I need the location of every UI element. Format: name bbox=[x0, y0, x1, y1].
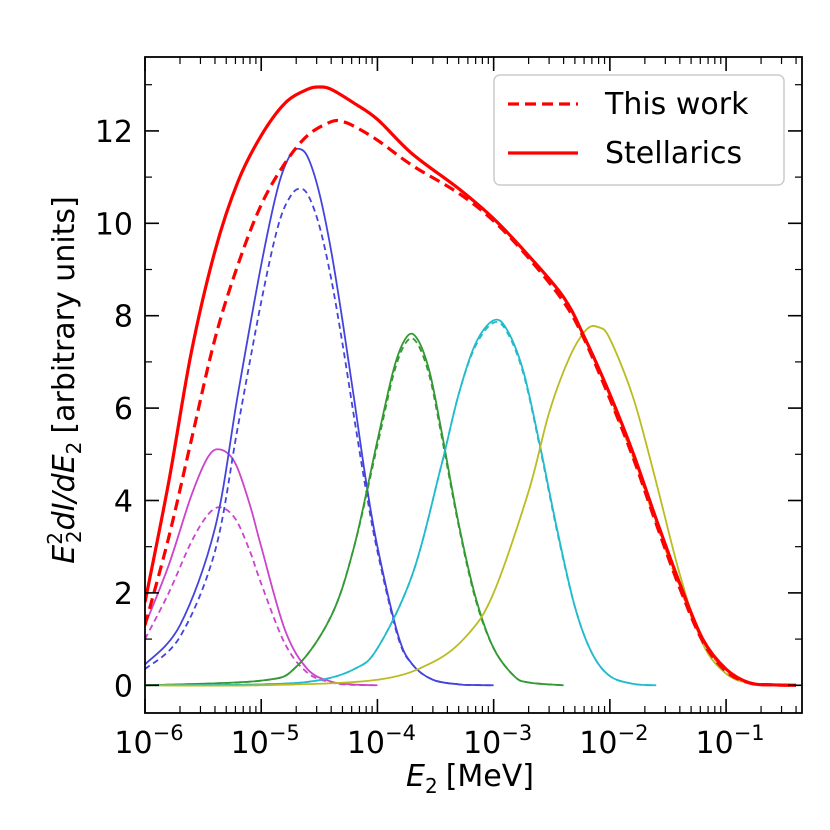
legend-label-this-work: This work bbox=[604, 87, 749, 122]
y-tick-label: 10 bbox=[95, 207, 133, 242]
axes-layer: 0 2 4 6 8 10 12 10−6 10−5 10−4 10−3 10−2 10−1 bbox=[95, 56, 803, 761]
x-tick-label: 10−6 bbox=[114, 721, 183, 761]
series-layer bbox=[145, 85, 797, 687]
x-tick-label: 10−1 bbox=[696, 721, 765, 761]
x-tick-label: 10−4 bbox=[347, 721, 416, 761]
y-tick-label: 8 bbox=[114, 300, 133, 335]
series-line-blue-dashed bbox=[145, 187, 494, 687]
y-tick-label: 0 bbox=[114, 669, 133, 704]
series-line-cyan-solid bbox=[145, 318, 657, 687]
series-line-this-work bbox=[145, 118, 797, 687]
y-tick-label: 12 bbox=[95, 115, 133, 150]
y-tick-label: 6 bbox=[114, 392, 133, 427]
x-tick-label: 10−3 bbox=[463, 721, 532, 761]
series-line-yellow-solid bbox=[145, 325, 797, 687]
legend-label-stellarics: Stellarics bbox=[605, 136, 742, 171]
series-line-green-dashed bbox=[145, 337, 564, 687]
x-tick-label: 10−2 bbox=[579, 721, 648, 761]
x-tick-label: 10−5 bbox=[231, 721, 300, 761]
x-axis-label: E2 [MeV] bbox=[406, 759, 534, 798]
series-line-blue-solid bbox=[145, 147, 494, 687]
y-tick-label: 2 bbox=[114, 577, 133, 612]
y-axis-label: E22dI/dE2[arbitrary units] bbox=[43, 196, 86, 564]
y-tick-label: 4 bbox=[114, 484, 133, 519]
series-line-cyan-dashed bbox=[145, 321, 657, 687]
series-line-green-solid bbox=[145, 332, 564, 687]
legend: This work Stellarics bbox=[493, 74, 785, 186]
plot-frame bbox=[144, 56, 803, 714]
